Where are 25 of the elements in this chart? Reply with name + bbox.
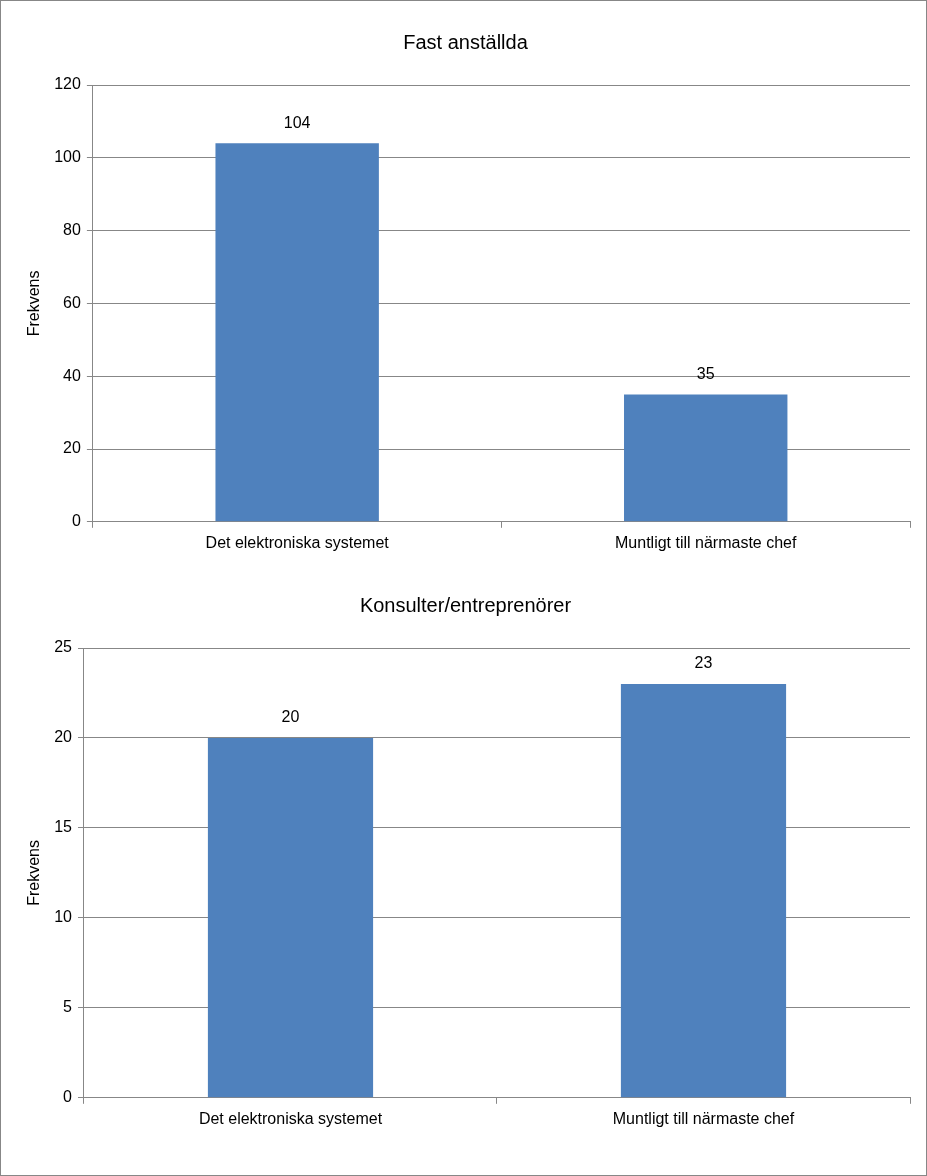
y-tick-label: 0 [71,512,81,530]
y-tick-label: 80 [63,221,81,239]
x-tick-label: Muntligt till närmaste chef [612,1109,795,1127]
y-tick-label: 25 [54,638,73,656]
x-tick-label: Det elektroniska systemet [198,1109,383,1127]
y-tick-label: 40 [63,366,81,384]
y-tick-label: 5 [63,998,73,1016]
data-label: 104 [283,113,311,131]
x-tick-label: Muntligt till närmaste chef [615,533,797,551]
y-tick-label: 60 [63,293,81,311]
y-tick-label: 20 [63,439,81,457]
y-axis-title: Frekvens [25,840,43,906]
y-tick-label: 20 [54,728,73,746]
y-tick-label: 0 [63,1088,73,1106]
y-tick-label: 100 [54,148,81,166]
data-label: 20 [281,708,300,726]
data-label: 35 [696,364,715,382]
chart-title: Konsulter/entreprenörer [359,593,572,616]
x-tick-label: Det elektroniska systemet [205,533,390,551]
y-tick-label: 10 [54,908,73,926]
y-tick-label: 120 [54,75,81,93]
data-label: 23 [694,654,713,672]
chart-title: Fast anställda [403,30,529,53]
y-tick-label: 15 [54,818,73,836]
y-axis-title: Frekvens [25,270,43,337]
